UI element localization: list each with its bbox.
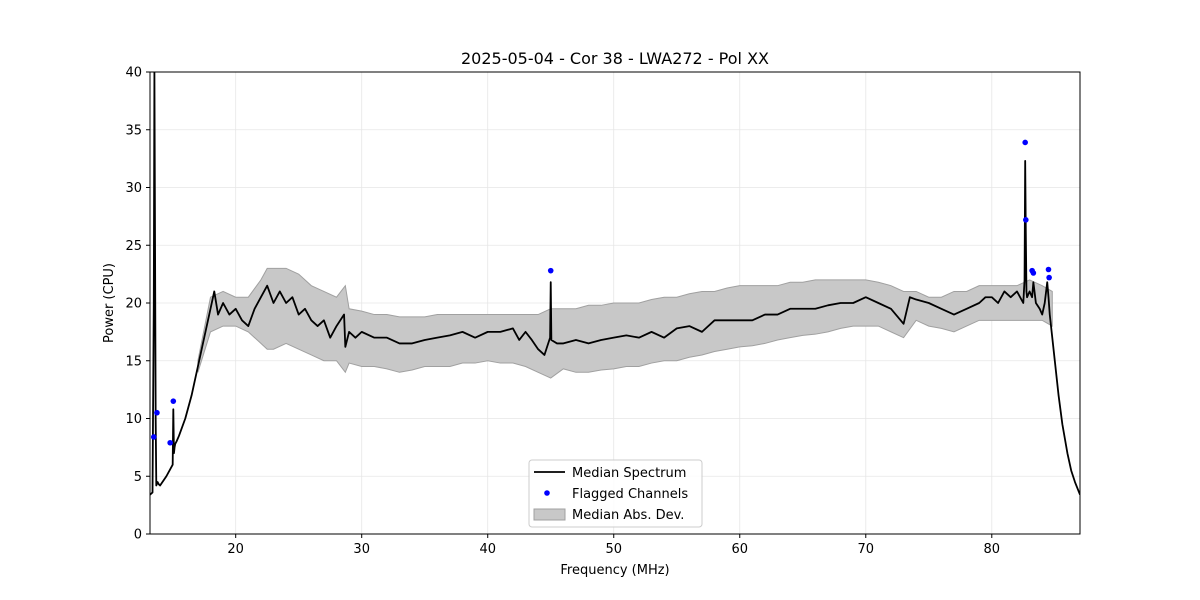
mad-band xyxy=(197,267,1053,379)
legend-box xyxy=(528,459,703,528)
y-tick-label: 20 xyxy=(125,297,142,312)
legend-label: Flagged Channels xyxy=(572,487,688,502)
flagged-point xyxy=(1023,217,1029,223)
y-tick-label: 0 xyxy=(134,528,142,543)
y-tick-label: 10 xyxy=(125,412,142,427)
x-tick-label: 70 xyxy=(857,542,874,557)
chart-title: 2025-05-04 - Cor 38 - LWA272 - Pol XX xyxy=(461,49,769,68)
flagged-point xyxy=(167,439,173,446)
legend-band-swatch xyxy=(533,508,566,521)
x-tick-label: 30 xyxy=(353,542,370,557)
flagged-channels xyxy=(150,139,1052,446)
x-tick-label: 50 xyxy=(605,542,622,557)
x-tick-label: 20 xyxy=(227,542,244,557)
mad-band-area xyxy=(197,267,1053,379)
y-tick-label: 30 xyxy=(125,181,142,196)
legend: Median Spectrum Flagged Channels Median Ab… xyxy=(528,459,703,528)
x-tick-label: 40 xyxy=(479,542,496,557)
median-spectrum-line xyxy=(150,72,1080,496)
legend-label: Median Abs. Dev. xyxy=(572,508,684,523)
x-tick-label: 80 xyxy=(984,542,1001,557)
legend-label: Median Spectrum xyxy=(572,466,686,481)
flagged-point xyxy=(547,267,554,274)
flagged-point xyxy=(1046,274,1052,281)
legend-point-swatch xyxy=(544,490,550,496)
flagged-point xyxy=(1030,270,1037,276)
flagged-point xyxy=(170,398,177,404)
flagged-point xyxy=(1045,266,1052,273)
y-tick-label: 25 xyxy=(125,239,142,254)
flagged-point xyxy=(150,434,157,440)
y-tick-label: 40 xyxy=(125,66,142,81)
x-axis-label: Frequency (MHz) xyxy=(560,563,669,578)
y-tick-label: 5 xyxy=(134,470,142,485)
x-tick-label: 60 xyxy=(731,542,748,557)
y-axis-ticks: 0 5 10 15 20 25 30 35 40 xyxy=(125,66,150,543)
median-spectrum xyxy=(150,72,1080,496)
y-tick-label: 15 xyxy=(125,354,142,369)
y-axis-label: Power (CPU) xyxy=(102,263,117,343)
flagged-point xyxy=(154,409,160,416)
flagged-point xyxy=(1022,139,1028,146)
y-tick-label: 35 xyxy=(125,123,142,138)
x-axis-ticks: 20 30 40 50 60 70 80 xyxy=(227,534,1000,557)
